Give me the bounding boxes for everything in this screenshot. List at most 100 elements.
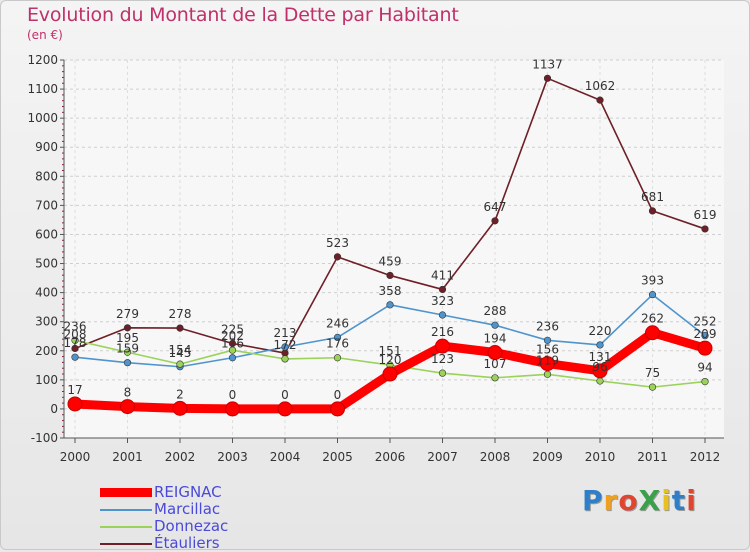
x-tick-label: 2008 [480, 450, 511, 464]
data-label: 236 [64, 319, 87, 333]
data-point [333, 333, 342, 341]
x-tick-label: 2010 [585, 450, 616, 464]
data-label: 208 [64, 327, 87, 341]
data-point [386, 301, 394, 309]
data-label: 216 [431, 325, 454, 339]
x-tick-label: 2006 [375, 450, 406, 464]
data-point [438, 369, 447, 377]
data-point [228, 346, 237, 354]
data-label: 681 [641, 190, 664, 204]
data-label: 151 [379, 344, 402, 358]
data-label: 619 [694, 208, 717, 222]
data-point [438, 311, 447, 319]
legend-label: Donnezac [154, 517, 229, 535]
data-point [543, 336, 552, 344]
legend-label: REIGNAC [154, 483, 222, 501]
data-point [225, 401, 240, 417]
x-tick-label: 2000 [60, 450, 91, 464]
data-point [277, 401, 293, 417]
data-point [648, 291, 657, 299]
data-point [491, 374, 499, 382]
legend-swatch [100, 525, 152, 528]
data-point [701, 377, 709, 386]
x-tick-label: 2009 [532, 450, 563, 464]
data-point [120, 399, 135, 415]
data-label: 119 [536, 353, 559, 367]
data-label: 358 [379, 284, 402, 298]
data-point [596, 96, 604, 104]
x-tick-label: 2001 [112, 450, 143, 464]
data-label: 131 [589, 350, 612, 364]
data-label: 323 [431, 294, 454, 308]
data-point [71, 344, 79, 353]
y-tick-label: -100 [31, 431, 58, 445]
x-tick-label: 2007 [427, 450, 458, 464]
y-tick-label: 200 [35, 344, 58, 358]
data-point [386, 271, 394, 280]
data-label: 107 [484, 357, 507, 371]
data-label: 154 [169, 343, 192, 357]
data-label: 120 [379, 353, 402, 367]
plot-area [64, 60, 724, 438]
data-label: 278 [169, 307, 192, 321]
legend-swatch [100, 542, 152, 545]
data-label: 246 [326, 316, 349, 330]
x-tick-label: 2004 [270, 450, 301, 464]
data-point [333, 354, 342, 362]
data-point [172, 400, 188, 416]
x-tick-label: 2011 [637, 450, 668, 464]
data-label: 1137 [532, 57, 563, 71]
y-tick-label: 0 [50, 402, 58, 416]
data-point [330, 401, 345, 417]
legend-swatch [100, 488, 152, 497]
data-label: 176 [326, 337, 349, 351]
data-label: 459 [379, 254, 402, 268]
data-label: 0 [334, 388, 342, 402]
y-tick-label: 300 [35, 315, 58, 329]
data-label: 0 [281, 388, 289, 402]
data-label: 252 [694, 315, 717, 329]
data-point [123, 348, 132, 356]
data-point [491, 217, 499, 225]
data-label: 236 [536, 319, 559, 333]
legend-label: Marcillac [154, 500, 221, 518]
data-label: 647 [484, 200, 507, 214]
data-point [67, 396, 83, 412]
series-layer [67, 74, 713, 417]
data-point [648, 207, 657, 215]
y-tick-label: 800 [35, 169, 58, 183]
data-point [596, 377, 604, 385]
data-label: 178 [64, 336, 87, 350]
axes: -100010020030040050060070080090010001100… [27, 53, 724, 464]
data-point [71, 336, 79, 344]
y-tick-label: 1000 [27, 111, 58, 125]
data-point [281, 355, 289, 363]
data-label: 279 [116, 307, 139, 321]
data-point [435, 338, 450, 354]
data-label: 1062 [585, 79, 616, 93]
proxiti-logo: ProXiti [582, 484, 697, 517]
data-label: 202 [221, 329, 244, 343]
data-point [701, 225, 709, 233]
data-point [123, 324, 132, 332]
data-label: 159 [116, 342, 139, 356]
data-point [543, 370, 552, 378]
data-point [697, 340, 713, 356]
data-point [648, 383, 657, 391]
data-label: 156 [536, 343, 559, 357]
y-tick-label: 1100 [27, 82, 58, 96]
data-point [176, 324, 184, 332]
legend-label: Étauliers [154, 534, 220, 552]
y-tick-label: 500 [35, 257, 58, 271]
x-tick-label: 2012 [690, 450, 721, 464]
data-point [596, 341, 604, 349]
data-point [543, 74, 552, 82]
chart-title: Evolution du Montant de la Dette par Hab… [27, 4, 459, 26]
data-point [71, 353, 79, 361]
data-point [176, 360, 184, 368]
data-label: 213 [274, 326, 297, 340]
data-point [592, 363, 608, 379]
y-tick-label: 900 [35, 140, 58, 154]
